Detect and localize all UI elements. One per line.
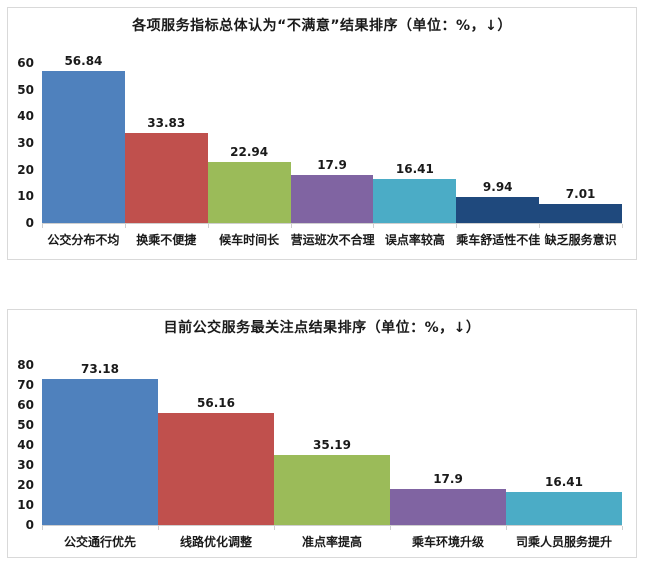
- chart-panel-top-concerns-ranking: 目前公交服务最关注点结果排序（单位：%，↓） 0 10 20 30 40 50 60 70 80…: [7, 309, 637, 558]
- category-label: 准点率提高: [301, 535, 362, 549]
- bar-column: 17.9: [390, 471, 506, 525]
- bar-column: 16.41: [506, 474, 622, 525]
- bar-column: 7.01: [539, 186, 623, 223]
- x-axis-tick: [506, 526, 507, 530]
- plot-area: 0 10 20 30 40 50 60 56.84 33.83 22.94 17.9 16.41 9.…: [16, 54, 623, 248]
- bar: [506, 492, 622, 525]
- y-tick-label: 0: [25, 518, 34, 532]
- y-tick-label: 40: [17, 438, 34, 452]
- x-axis-tick: [42, 224, 43, 228]
- plot-main: 73.18 56.16 35.19 17.9 16.41 公交通行优先 线路优化调整 准点率…: [42, 362, 623, 550]
- bar: [158, 412, 274, 525]
- value-label: 9.94: [482, 179, 513, 194]
- category-label: 公交分布不均: [47, 233, 120, 247]
- category-label: 换乘不便捷: [136, 233, 197, 247]
- y-tick-label: 50: [17, 82, 34, 97]
- bar: [42, 71, 125, 223]
- x-axis-tick: [290, 224, 292, 228]
- y-tick-label: 30: [17, 136, 34, 150]
- x-axis-tick: [539, 224, 541, 228]
- category-label: 候车时间长: [219, 233, 280, 247]
- plot-main: 56.84 33.83 22.94 17.9 16.41 9.94 7.01 公交分布不均 换…: [42, 54, 623, 248]
- bar-column: 22.94: [207, 144, 291, 223]
- value-label: 16.41: [395, 162, 434, 177]
- bar: [42, 378, 158, 525]
- value-label: 17.9: [317, 158, 347, 173]
- x-axis-tick: [390, 526, 391, 530]
- value-label: 17.9: [433, 472, 463, 487]
- category-label: 乘车舒适性不佳: [456, 233, 541, 247]
- bar-column: 17.9: [290, 157, 374, 223]
- y-tick-label: 10: [17, 189, 34, 204]
- bar: [539, 204, 623, 223]
- y-tick-label: 70: [17, 378, 34, 392]
- value-label: 56.16: [197, 395, 235, 410]
- bar: [373, 179, 457, 223]
- x-axis-tick: [373, 224, 375, 228]
- y-tick-label: 40: [17, 109, 34, 124]
- bar: [207, 161, 291, 223]
- bar: [290, 175, 374, 223]
- plot-area: 0 10 20 30 40 50 60 70 80 73.18 56.16 35.19 17.9 16.…: [16, 358, 623, 550]
- y-tick-label: 20: [17, 162, 34, 177]
- chart-title: 目前公交服务最关注点结果排序（单位：%，↓）: [163, 320, 481, 336]
- x-axis-tick: [274, 526, 275, 530]
- category-label: 营运班次不合理: [290, 233, 375, 247]
- bar: [390, 489, 506, 525]
- y-axis: 0 10 20 30 40 50 60 70 80: [16, 358, 42, 532]
- y-tick-label: 20: [17, 478, 34, 492]
- bar: [124, 132, 208, 223]
- x-axis-tick: [622, 224, 623, 228]
- category-label: 司乘人员服务提升: [515, 535, 612, 549]
- bars-area: 56.84 33.83 22.94 17.9 16.41 9.94 7.01: [42, 54, 623, 224]
- bars-area: 73.18 56.16 35.19 17.9 16.41: [42, 362, 622, 526]
- x-axis-tick: [42, 526, 43, 530]
- bar-column: 35.19: [274, 437, 390, 525]
- x-axis-tick: [124, 224, 126, 228]
- category-label: 缺乏服务意识: [544, 233, 617, 247]
- category-label: 线路优化调整: [179, 535, 252, 549]
- y-axis: 0 10 20 30 40 50 60: [16, 56, 42, 230]
- chart-panel-dissatisfaction-ranking: 各项服务指标总体认为“不满意”结果排序（单位：%，↓） 0 10 20 30 40 50 6…: [7, 7, 637, 260]
- y-tick-label: 80: [17, 358, 34, 372]
- value-label: 35.19: [313, 437, 351, 452]
- bar-column: 33.83: [124, 115, 208, 223]
- bar-column: 56.84: [42, 53, 125, 223]
- x-axis-tick: [158, 526, 159, 530]
- value-label: 16.41: [545, 475, 583, 490]
- chart-title: 各项服务指标总体认为“不满意”结果排序（单位：%，↓）: [132, 18, 512, 34]
- y-tick-label: 50: [17, 418, 34, 432]
- bar-column: 9.94: [456, 179, 540, 223]
- bar-column: 73.18: [42, 361, 158, 525]
- y-tick-label: 30: [17, 458, 34, 472]
- value-label: 73.18: [81, 361, 119, 376]
- bar: [274, 454, 390, 525]
- y-tick-label: 0: [25, 216, 34, 230]
- y-tick-label: 60: [17, 56, 34, 70]
- value-label: 7.01: [565, 187, 596, 202]
- y-tick-label: 10: [17, 498, 34, 512]
- bar-column: 16.41: [373, 161, 457, 223]
- x-axis-tick: [622, 526, 623, 530]
- value-label: 33.83: [147, 115, 186, 130]
- category-label: 公交通行优先: [63, 535, 136, 549]
- x-axis-tick: [456, 224, 458, 228]
- bar: [456, 196, 540, 223]
- x-labels: 公交通行优先 线路优化调整 准点率提高 乘车环境升级 司乘人员服务提升: [42, 526, 623, 550]
- value-label: 56.84: [64, 54, 103, 69]
- value-label: 22.94: [230, 144, 269, 159]
- bar-column: 56.16: [158, 395, 274, 525]
- category-label: 误点率较高: [384, 233, 445, 247]
- x-labels: 公交分布不均 换乘不便捷 候车时间长 营运班次不合理 误点率较高 乘车舒适性不佳 缺乏服务意…: [42, 224, 623, 248]
- x-axis-tick: [207, 224, 209, 228]
- y-tick-label: 60: [17, 398, 34, 412]
- category-label: 乘车环境升级: [411, 535, 484, 549]
